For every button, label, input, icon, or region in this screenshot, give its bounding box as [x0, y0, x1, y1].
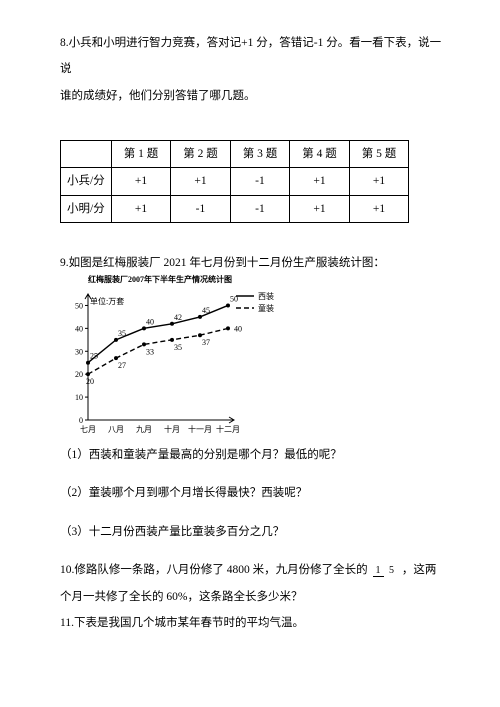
svg-text:十一月: 十一月 [188, 424, 212, 434]
q10-post: ，这两 [402, 564, 437, 576]
svg-text:单位:万套: 单位:万套 [90, 296, 124, 306]
q8-r2-c2: -1 [171, 195, 231, 222]
svg-text:40: 40 [146, 317, 154, 326]
q9-sub3: （3）十二月份西装产量比童装多百分之几？ [60, 519, 445, 545]
svg-text:30: 30 [75, 347, 83, 356]
svg-text:西装: 西装 [258, 291, 274, 301]
q9-chart: 红梅服装厂2007年下半年生产情况统计图单位:万套01020304050七月八月… [60, 272, 445, 442]
q8-r1-c3: -1 [230, 168, 290, 195]
q8-r1-name: 小兵/分 [61, 168, 112, 195]
svg-text:27: 27 [118, 361, 126, 370]
q8-text-line2: 谁的成绩好，他们分别答错了哪几题。 [60, 83, 445, 109]
svg-text:七月: 七月 [80, 425, 96, 434]
q10-frac-num: 1 [373, 565, 384, 577]
svg-text:42: 42 [174, 313, 182, 322]
q8-col-5: 第 5 题 [349, 140, 409, 167]
q8-table: 第 1 题 第 2 题 第 3 题 第 4 题 第 5 题 小兵/分 +1 +1… [60, 140, 409, 223]
q8-col-3: 第 3 题 [230, 140, 290, 167]
svg-text:八月: 八月 [108, 425, 124, 434]
q10-pre: 10.修路队修一条路，八月份修了 4800 米，九月份修了全长的 [60, 564, 368, 576]
svg-text:十二月: 十二月 [216, 424, 240, 434]
q8-col-4: 第 4 题 [290, 140, 350, 167]
svg-text:35: 35 [174, 343, 182, 352]
q9-sub2: （2）童装哪个月到哪个月增长得最快？西装呢？ [60, 480, 445, 506]
svg-text:40: 40 [75, 324, 83, 333]
q8-r2-c3: -1 [230, 195, 290, 222]
svg-text:10: 10 [75, 393, 83, 402]
q8-col-2: 第 2 题 [171, 140, 231, 167]
q10-frac-den: 5 [386, 565, 397, 576]
svg-text:20: 20 [75, 370, 83, 379]
svg-text:25: 25 [90, 352, 98, 361]
q8-r2-c5: +1 [349, 195, 409, 222]
q8-row-xiaoming: 小明/分 +1 -1 -1 +1 +1 [61, 195, 409, 222]
q10-line1: 10.修路队修一条路，八月份修了 4800 米，九月份修了全长的 1 5 ，这两 [60, 557, 445, 583]
q8-row-xiaobing: 小兵/分 +1 +1 -1 +1 +1 [61, 168, 409, 195]
svg-text:童装: 童装 [258, 303, 274, 313]
svg-text:九月: 九月 [136, 425, 152, 434]
svg-text:40: 40 [234, 324, 242, 333]
q8-r2-name: 小明/分 [61, 195, 112, 222]
svg-text:37: 37 [202, 338, 210, 347]
q8-r1-c1: +1 [111, 168, 171, 195]
q9-sub1: （1）西装和童装产量最高的分别是哪个月？最低的呢？ [60, 442, 445, 468]
svg-text:十月: 十月 [164, 424, 180, 434]
q8-r2-c4: +1 [290, 195, 350, 222]
q11-line1: 11.下表是我国几个城市某年春节时的平均气温。 [60, 610, 445, 636]
q8-r2-c1: +1 [111, 195, 171, 222]
svg-text:0: 0 [79, 416, 83, 425]
svg-text:50: 50 [75, 301, 83, 310]
svg-text:35: 35 [118, 329, 126, 338]
q8-r1-c5: +1 [349, 168, 409, 195]
q8-table-corner [61, 140, 112, 167]
q10-fraction: 1 5 [373, 566, 398, 576]
svg-text:20: 20 [86, 377, 94, 386]
q10-line2: 个月一共修了全长的 60%，这条路全长多少米？ [60, 584, 445, 610]
svg-text:33: 33 [146, 347, 154, 356]
q8-r1-c4: +1 [290, 168, 350, 195]
q8-col-1: 第 1 题 [111, 140, 171, 167]
q8-r1-c2: +1 [171, 168, 231, 195]
q8-text-line1: 8.小兵和小明进行智力竞赛，答对记+1 分，答错记-1 分。看一看下表，说一说 [60, 30, 445, 83]
svg-text:红梅服装厂2007年下半年生产情况统计图: 红梅服装厂2007年下半年生产情况统计图 [88, 274, 232, 284]
svg-text:45: 45 [202, 306, 210, 315]
